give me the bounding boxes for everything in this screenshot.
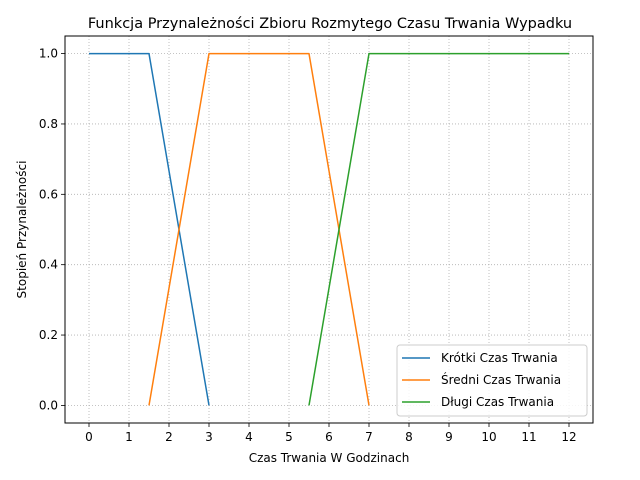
legend: Krótki Czas Trwania Średni Czas Trwania Dł…: [396, 344, 588, 417]
x-tick-label: 9: [445, 430, 453, 444]
chart-title: Funkcja Przynależności Zbioru Rozmytego …: [88, 16, 572, 32]
x-tick-label: 10: [481, 430, 496, 444]
x-tick-label: 5: [285, 430, 293, 444]
x-tick-label: 2: [165, 430, 173, 444]
legend-label: Długi Czas Trwania: [441, 395, 554, 409]
y-tick-label: 0.0: [39, 398, 58, 412]
y-tick-label: 0.6: [39, 187, 58, 201]
x-axis-label: Czas Trwania W Godzinach: [249, 451, 410, 465]
axis-ticks: 0 1 2 3 4 5 6 7 8 9 10 11 120.00.20.40.60.81.0: [39, 47, 577, 444]
legend-label: Krótki Czas Trwania: [441, 351, 558, 365]
y-tick-label: 1.0: [39, 47, 58, 61]
x-tick-label: 8: [405, 430, 413, 444]
grid: [65, 36, 593, 423]
x-tick-label: 1: [125, 430, 133, 444]
y-tick-label: 0.8: [39, 117, 58, 131]
y-axis-label: Stopień Przynależności: [15, 161, 29, 299]
series-line-3: [308, 52, 569, 406]
x-tick-label: 12: [561, 430, 576, 444]
x-tick-label: 11: [521, 430, 536, 444]
x-tick-label: 7: [365, 430, 373, 444]
series-line-1: [89, 52, 210, 406]
x-tick-label: 3: [205, 430, 213, 444]
legend-label: Średni Czas Trwania: [441, 372, 561, 387]
x-tick-label: 4: [245, 430, 253, 444]
x-tick-label: 6: [325, 430, 333, 444]
y-tick-label: 0.2: [39, 328, 58, 342]
legend-frame: [396, 344, 588, 417]
plot-series: [89, 52, 569, 406]
x-tick-label: 0: [85, 430, 93, 444]
y-tick-label: 0.4: [39, 258, 58, 272]
